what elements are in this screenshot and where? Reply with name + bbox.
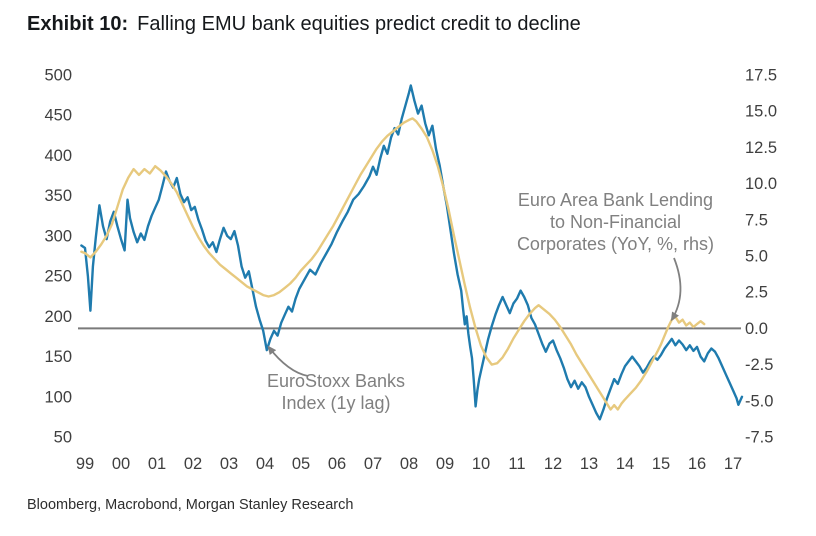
chart-title-text: Falling EMU bank equities predict credit… <box>137 13 581 35</box>
x-axis-tick: 14 <box>616 455 634 473</box>
source-note: Bloomberg, Macrobond, Morgan Stanley Res… <box>27 497 354 513</box>
right-axis-tick: -5.0 <box>745 392 773 410</box>
x-axis-tick: 03 <box>220 455 238 473</box>
x-axis-tick: 07 <box>364 455 382 473</box>
x-axis-tick: 99 <box>76 455 94 473</box>
left-axis-tick: 450 <box>44 107 72 125</box>
x-axis-tick: 15 <box>652 455 670 473</box>
x-axis-tick: 06 <box>328 455 346 473</box>
chart-title: Exhibit 10: Falling EMU bank equities pre… <box>27 13 581 36</box>
left-axis-tick: 400 <box>44 147 72 165</box>
right-axis-tick: -2.5 <box>745 356 773 374</box>
left-axis-tick: 500 <box>44 67 72 85</box>
x-axis-tick: 09 <box>436 455 454 473</box>
right-axis-tick: 2.5 <box>745 284 768 302</box>
x-axis-tick: 00 <box>112 455 130 473</box>
right-axis-tick: 12.5 <box>745 139 777 157</box>
x-axis-tick: 13 <box>580 455 598 473</box>
x-axis-tick: 01 <box>148 455 166 473</box>
x-axis-tick: 02 <box>184 455 202 473</box>
series-euro-area-bank-lending-nfc-yoy <box>80 117 706 411</box>
right-axis-tick: 5.0 <box>745 248 768 266</box>
x-axis-tick: 04 <box>256 455 274 473</box>
x-axis-tick: 11 <box>508 455 525 473</box>
right-axis-tick: 7.5 <box>745 211 768 229</box>
exhibit-label: Exhibit 10: <box>27 13 129 35</box>
x-axis-tick: 08 <box>400 455 418 473</box>
right-axis-tick: 10.0 <box>745 175 777 193</box>
x-axis-tick: 10 <box>472 455 490 473</box>
left-axis-tick: 100 <box>44 388 72 406</box>
x-axis-tick: 17 <box>724 455 742 473</box>
left-axis-tick: 50 <box>54 429 72 447</box>
series-eurostoxx-banks-1y-lag <box>80 84 744 421</box>
annotation-arrow-lending <box>670 257 682 322</box>
annotation-arrow-eurostoxx <box>267 345 309 377</box>
left-axis-tick: 250 <box>44 268 72 286</box>
left-axis-tick: 150 <box>44 348 72 366</box>
right-axis-tick: 17.5 <box>745 67 777 85</box>
right-axis-tick: 0.0 <box>745 320 768 338</box>
right-axis-tick: -7.5 <box>745 429 773 447</box>
right-axis-tick: 15.0 <box>745 103 777 121</box>
left-axis-tick: 350 <box>44 187 72 205</box>
x-axis-tick: 12 <box>544 455 562 473</box>
left-axis-tick: 200 <box>44 308 72 326</box>
x-axis-tick: 05 <box>292 455 310 473</box>
left-axis-tick: 300 <box>44 227 72 245</box>
x-axis-tick: 16 <box>688 455 706 473</box>
